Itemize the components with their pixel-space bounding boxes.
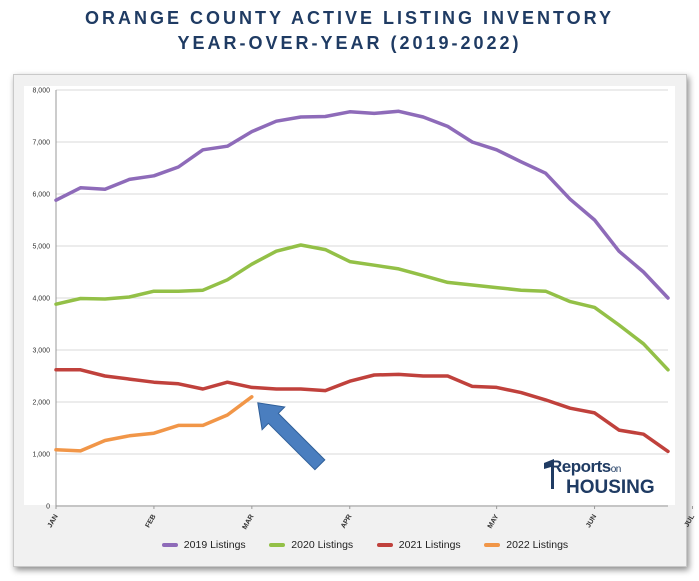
legend-swatch [376, 543, 393, 547]
legend-label: 2021 Listings [398, 539, 461, 551]
logo-word-housing: HOUSING [566, 477, 655, 498]
y-tick-label: 0 [46, 504, 50, 511]
y-tick-label: 4,000 [32, 296, 50, 303]
logo-word-on: on [610, 464, 622, 475]
logo-text-top: Reportson [550, 457, 621, 477]
y-tick-label: 7,000 [32, 140, 50, 147]
legend-item-2020: 2020 Listings [269, 539, 353, 551]
legend-label: 2019 Listings [183, 539, 246, 551]
y-tick-label: 8,000 [32, 88, 50, 95]
legend-swatch [161, 543, 178, 547]
y-tick-label: 3,000 [32, 348, 50, 355]
x-tick-label: JAN [47, 514, 60, 530]
logo-word-reports: Reports [550, 457, 611, 476]
x-tick-label: JUL [684, 513, 697, 529]
legend-item-2019: 2019 Listings [161, 539, 246, 551]
y-axis-ticks: 0 1,000 2,000 3,000 4,000 5,000 6,000 7,000 8,00… [32, 88, 50, 511]
series-line-2022 [54, 395, 254, 453]
series-line-2019 [54, 109, 670, 300]
x-tick-label: MAR [242, 514, 256, 531]
reports-on-housing-logo: Reportson HOUSING [540, 455, 660, 505]
chart-legend: 2019 Listings 2020 Listings 2021 Listings 2… [150, 535, 580, 555]
arrow-icon [257, 402, 326, 471]
y-tick-label: 2,000 [32, 400, 50, 407]
x-tick-label: APR [340, 514, 353, 530]
y-tick-label: 1,000 [32, 452, 50, 459]
x-tick-label: MAY [487, 513, 501, 530]
series-lines [54, 109, 670, 454]
y-tick-label: 6,000 [32, 192, 50, 199]
chart-title-line2: YEAR-OVER-YEAR (2019-2022) [177, 33, 522, 53]
legend-swatch [484, 543, 501, 547]
chart-title-line1: ORANGE COUNTY ACTIVE LISTING INVENTORY [84, 8, 615, 28]
x-axis-ticks: JANFEBMARAPRMAYJUNJULAUGSEPOCTNOVDEC [47, 506, 697, 531]
legend-item-2022: 2022 Listings [484, 539, 568, 551]
y-tick-label: 5,000 [32, 244, 50, 251]
legend-swatch [269, 543, 286, 547]
legend-item-2021: 2021 Listings [376, 539, 461, 551]
x-tick-label: FEB [145, 514, 158, 530]
x-tick-label: JUN [585, 514, 598, 530]
legend-label: 2022 Listings [506, 539, 569, 551]
arrow-annotation [257, 402, 326, 471]
series-line-2020 [54, 243, 670, 372]
house-logo-icon [544, 459, 554, 489]
legend-label: 2020 Listings [291, 539, 354, 551]
series-line-2021 [54, 368, 670, 454]
gridlines [55, 89, 668, 507]
